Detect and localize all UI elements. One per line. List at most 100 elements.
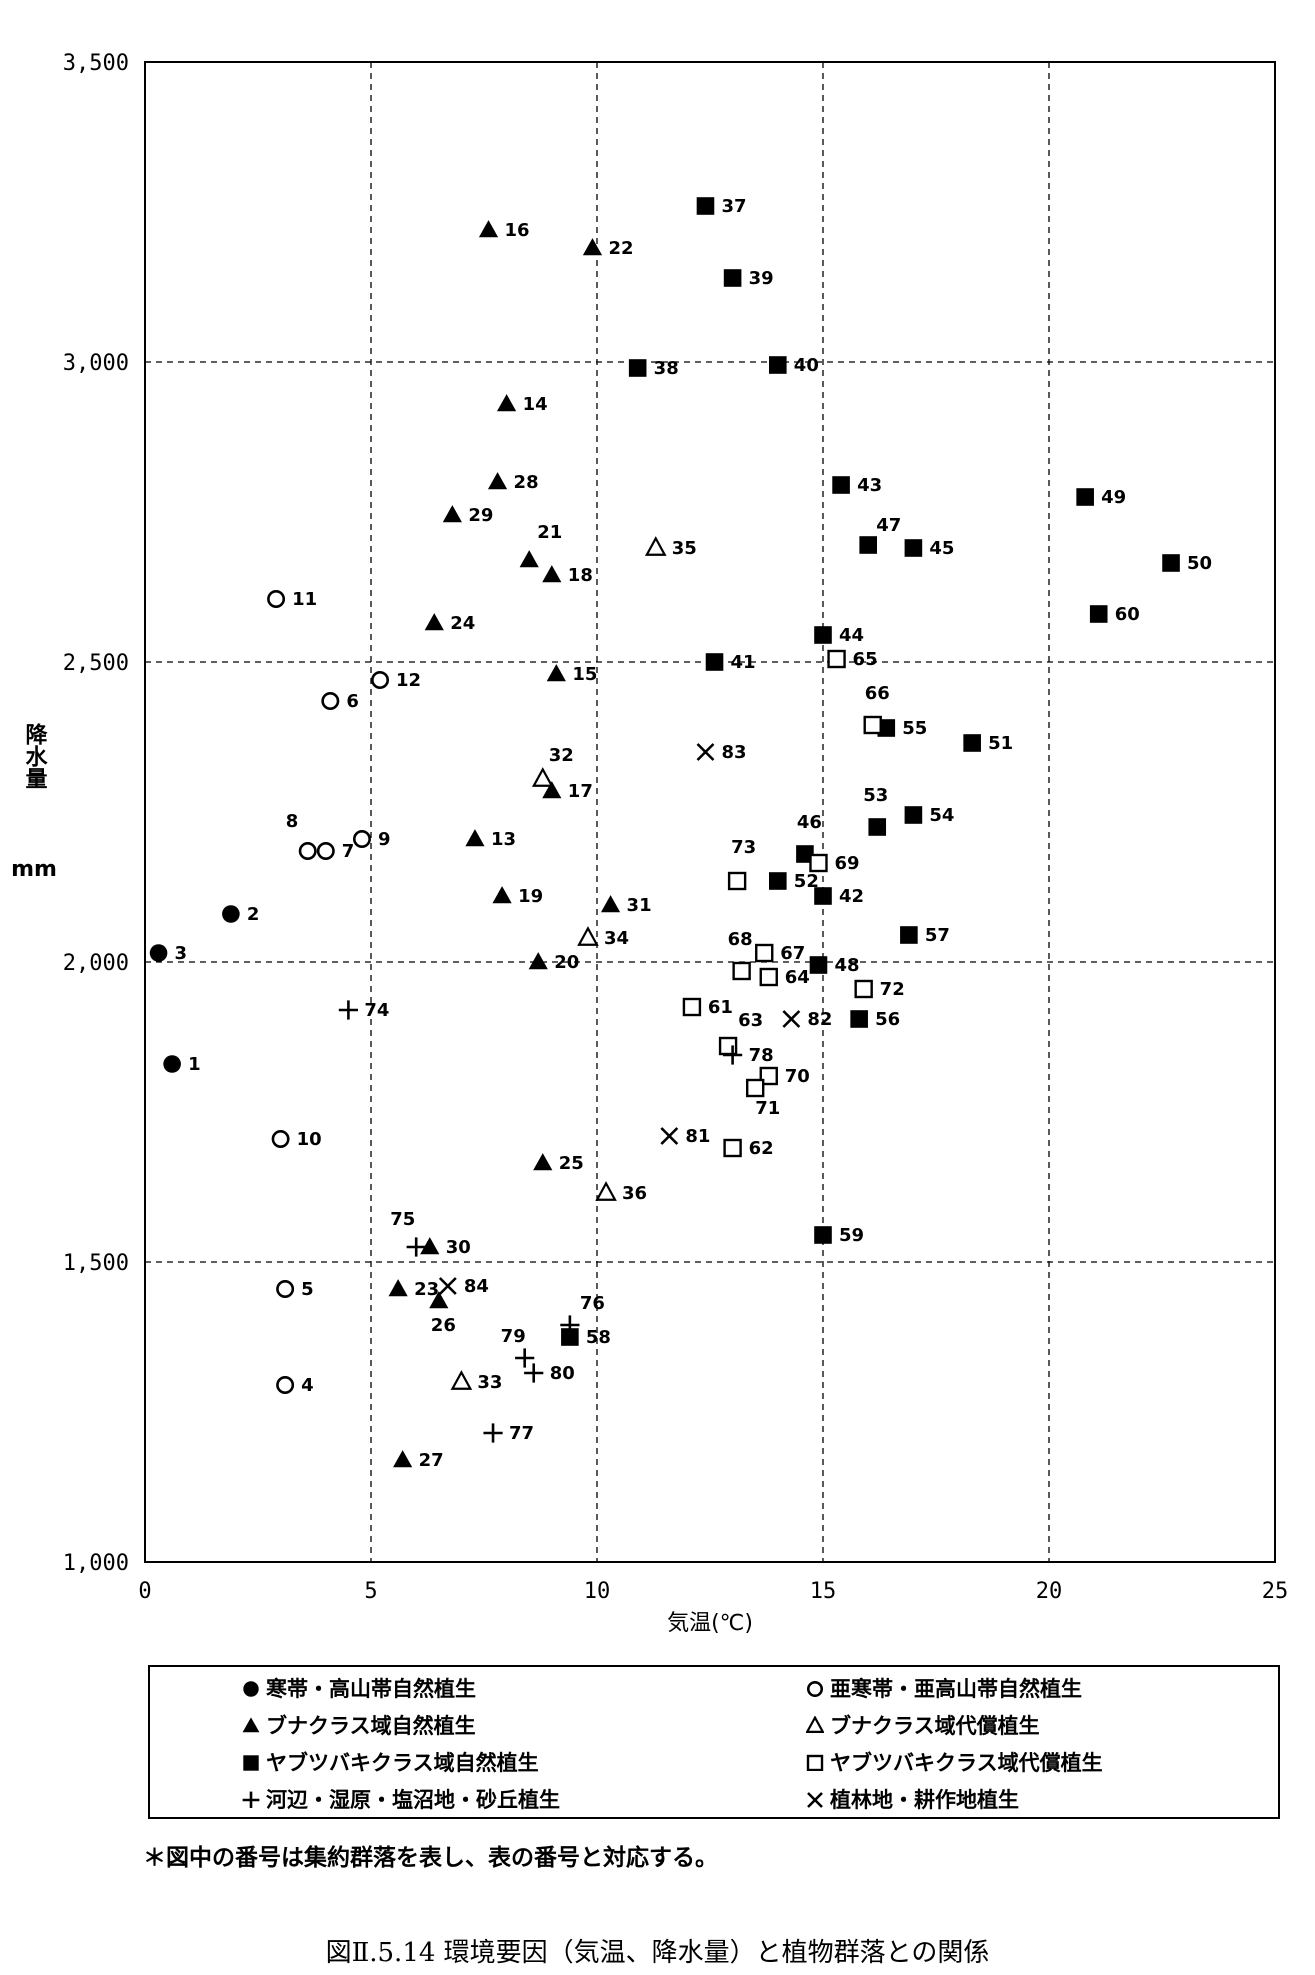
data-point-35 xyxy=(644,536,667,556)
point-label-63: 63 xyxy=(738,1010,763,1031)
point-label-77: 77 xyxy=(509,1423,534,1444)
point-label-58: 58 xyxy=(586,1327,611,1348)
legend-label: 寒帯・高山帯自然植生 xyxy=(266,1677,476,1701)
point-label-73: 73 xyxy=(731,837,756,858)
legend-item-plus: 河辺・湿原・塩沼地・砂丘植生 xyxy=(242,1784,560,1814)
data-point-29 xyxy=(442,505,462,523)
data-point-11 xyxy=(267,590,286,608)
x-tick-label: 0 xyxy=(138,1579,151,1604)
legend-label: 亜寒帯・亜高山帯自然植生 xyxy=(830,1677,1082,1701)
data-point-43 xyxy=(832,476,850,494)
data-point-75 xyxy=(406,1237,426,1257)
y-tick-label: 3,500 xyxy=(63,51,129,76)
point-label-45: 45 xyxy=(929,538,954,559)
point-label-3: 3 xyxy=(175,943,188,964)
legend-item-filled-square: ヤブツバキクラス域自然植生 xyxy=(242,1747,539,1777)
data-point-15 xyxy=(546,664,566,682)
point-label-79: 79 xyxy=(501,1326,526,1347)
data-point-70 xyxy=(759,1066,778,1086)
data-point-57 xyxy=(900,926,918,944)
point-label-8: 8 xyxy=(286,811,299,832)
point-label-1: 1 xyxy=(188,1054,201,1075)
point-label-65: 65 xyxy=(853,649,878,670)
legend-marker xyxy=(242,1791,260,1808)
point-label-59: 59 xyxy=(839,1225,864,1246)
legend-item-filled-circle: 寒帯・高山帯自然植生 xyxy=(242,1673,476,1703)
data-point-81 xyxy=(660,1127,679,1145)
data-point-6 xyxy=(321,692,340,710)
y-tick-label: 1,500 xyxy=(63,1251,129,1276)
x-tick-label: 5 xyxy=(364,1579,377,1604)
point-label-18: 18 xyxy=(568,565,593,586)
y-tick-label: 2,500 xyxy=(63,651,129,676)
y-axis-ticks: 1,000 1,500 2,000 2,500 3,000 3,500 xyxy=(63,51,129,1576)
point-label-6: 6 xyxy=(346,691,359,712)
data-point-2 xyxy=(222,905,240,923)
point-label-62: 62 xyxy=(749,1138,774,1159)
data-point-40 xyxy=(769,356,787,374)
point-label-57: 57 xyxy=(925,925,950,946)
data-point-27 xyxy=(393,1450,413,1468)
data-point-28 xyxy=(487,472,508,490)
point-label-37: 37 xyxy=(721,196,746,217)
point-label-70: 70 xyxy=(785,1066,810,1087)
point-label-29: 29 xyxy=(468,505,493,526)
data-point-8 xyxy=(298,842,317,860)
point-label-50: 50 xyxy=(1187,553,1212,574)
legend-marker xyxy=(242,1717,260,1733)
y-tick-label: 2,000 xyxy=(63,951,129,976)
point-label-30: 30 xyxy=(446,1237,471,1258)
x-tick-label: 15 xyxy=(810,1579,837,1604)
figure-caption: 図Ⅱ.5.14 環境要因（気温、降水量）と植物群落との関係 xyxy=(325,1938,990,1968)
data-point-74 xyxy=(338,1000,358,1020)
point-label-75: 75 xyxy=(390,1209,415,1230)
data-point-32 xyxy=(531,767,554,787)
point-label-4: 4 xyxy=(301,1375,314,1396)
data-point-33 xyxy=(450,1370,473,1390)
data-point-66 xyxy=(863,715,882,735)
data-point-4 xyxy=(276,1376,295,1394)
point-label-72: 72 xyxy=(880,979,905,1000)
data-point-73 xyxy=(727,871,747,891)
data-point-49 xyxy=(1076,488,1094,506)
data-points: 1234567891011121314151617181920212223242… xyxy=(149,196,1212,1471)
data-point-9 xyxy=(352,830,371,848)
data-point-44 xyxy=(814,626,832,644)
x-tick-label: 10 xyxy=(584,1579,611,1604)
x-tick-label: 20 xyxy=(1036,1579,1063,1604)
data-point-12 xyxy=(371,671,390,689)
legend-marker xyxy=(243,1755,259,1771)
point-label-26: 26 xyxy=(431,1315,456,1336)
data-point-54 xyxy=(904,806,923,824)
point-label-66: 66 xyxy=(865,683,890,704)
data-point-39 xyxy=(723,269,742,287)
point-label-74: 74 xyxy=(364,1000,389,1021)
data-point-48 xyxy=(809,956,828,974)
point-label-42: 42 xyxy=(839,886,864,907)
filled-circle-icon xyxy=(243,1681,259,1697)
point-label-84: 84 xyxy=(464,1276,489,1297)
legend-label: 植林地・耕作地植生 xyxy=(830,1788,1019,1812)
data-point-47 xyxy=(859,536,877,554)
data-point-62 xyxy=(723,1138,742,1158)
point-label-46: 46 xyxy=(797,812,822,833)
legend-label: ブナクラス域代償植生 xyxy=(830,1714,1040,1738)
data-point-1 xyxy=(163,1055,181,1073)
point-label-40: 40 xyxy=(794,355,819,376)
data-point-14 xyxy=(497,394,517,412)
legend-marker xyxy=(806,1680,824,1697)
point-label-16: 16 xyxy=(505,220,530,241)
point-label-81: 81 xyxy=(685,1126,710,1147)
data-point-53 xyxy=(868,818,887,836)
point-label-43: 43 xyxy=(857,475,882,496)
data-point-68 xyxy=(732,961,751,981)
point-label-11: 11 xyxy=(292,589,317,610)
data-point-16 xyxy=(478,220,499,238)
data-point-3 xyxy=(149,944,168,962)
y-axis-title: 降水量 xyxy=(22,723,48,789)
open-triangle-icon xyxy=(806,1716,824,1733)
point-label-76: 76 xyxy=(580,1293,605,1314)
y-tick-label: 3,000 xyxy=(63,351,129,376)
data-point-56 xyxy=(850,1010,868,1028)
point-label-47: 47 xyxy=(876,515,901,536)
